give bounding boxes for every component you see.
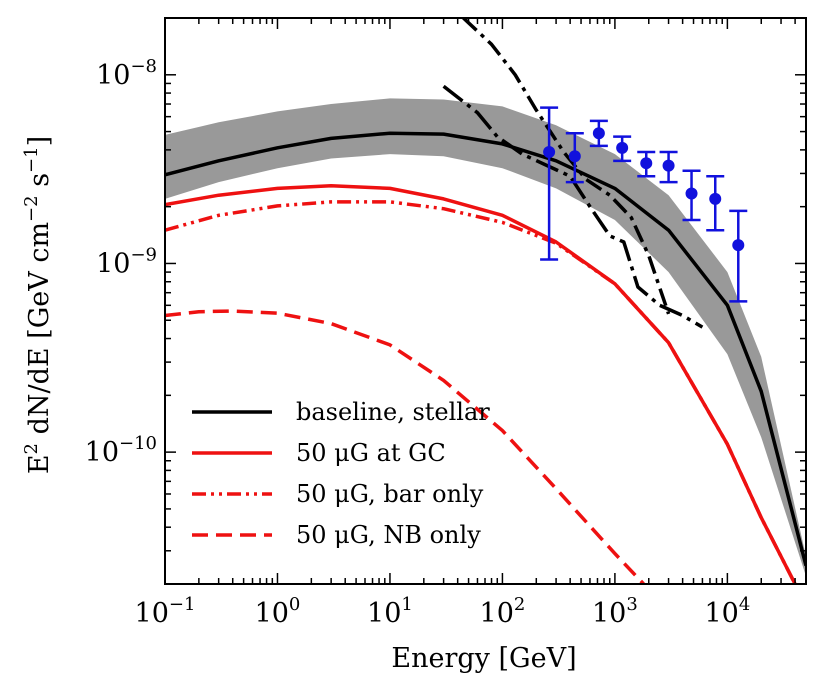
y-tick-label: 10−9 bbox=[96, 244, 157, 279]
data-point-3 bbox=[589, 119, 608, 148]
legend-label: baseline, stellar bbox=[296, 398, 490, 426]
data-marker bbox=[732, 239, 745, 252]
data-points-layer bbox=[540, 106, 748, 303]
data-marker bbox=[568, 150, 581, 163]
uncertainty-band-layer bbox=[165, 98, 806, 577]
data-point-9 bbox=[729, 209, 748, 303]
data-point-7 bbox=[682, 169, 701, 222]
series-line-baseline-stellar bbox=[165, 131, 806, 567]
x-tick-label: 102 bbox=[480, 594, 526, 629]
x-tick-label: 103 bbox=[592, 594, 638, 629]
data-marker bbox=[640, 157, 653, 170]
data-marker bbox=[685, 187, 698, 200]
data-point-4 bbox=[613, 135, 632, 163]
legend-entry-4: 50 μG, NB only bbox=[192, 521, 481, 549]
x-tick-label: 100 bbox=[255, 594, 301, 629]
data-point-5 bbox=[637, 150, 656, 178]
x-axis-title: Energy [GeV] bbox=[391, 643, 576, 674]
y-tick-label: 10−10 bbox=[85, 433, 157, 468]
series-line-50-g-nb-only bbox=[165, 309, 645, 584]
series-line-unlabeled-4 bbox=[442, 84, 704, 329]
x-tick-label: 10−1 bbox=[135, 594, 196, 629]
x-tick-label: 104 bbox=[704, 594, 750, 629]
tick-labels-layer: 10−1 100 101 102 103 104 10−10 10−9 10−8 bbox=[85, 56, 751, 629]
legend-entry-2: 50 μG at GC bbox=[192, 439, 446, 467]
y-tick-label: 10−8 bbox=[96, 56, 157, 91]
data-marker bbox=[616, 141, 629, 154]
series-line-50-g-bar-only bbox=[165, 200, 797, 584]
data-point-1 bbox=[540, 106, 559, 261]
data-point-2 bbox=[565, 131, 584, 184]
legend-entry-1: baseline, stellar bbox=[192, 398, 490, 426]
legend-label: 50 μG at GC bbox=[296, 439, 446, 467]
uncertainty-band bbox=[165, 98, 806, 577]
x-tick-label: 101 bbox=[367, 594, 413, 629]
data-marker bbox=[592, 127, 605, 140]
data-marker bbox=[662, 159, 675, 172]
data-point-8 bbox=[706, 174, 725, 232]
plot-frame bbox=[164, 17, 807, 585]
legend-label: 50 μG, NB only bbox=[296, 521, 481, 549]
legend-label: 50 μG, bar only bbox=[296, 480, 484, 508]
data-marker bbox=[709, 192, 722, 205]
legend: baseline, stellar 50 μG at GC 50 μG, bar o… bbox=[192, 398, 490, 549]
y-axis-title: E2 dN/dE [GeV cm−2 s−1] bbox=[21, 136, 55, 474]
legend-entry-3: 50 μG, bar only bbox=[192, 480, 484, 508]
data-marker bbox=[543, 145, 556, 158]
data-point-6 bbox=[659, 150, 678, 184]
